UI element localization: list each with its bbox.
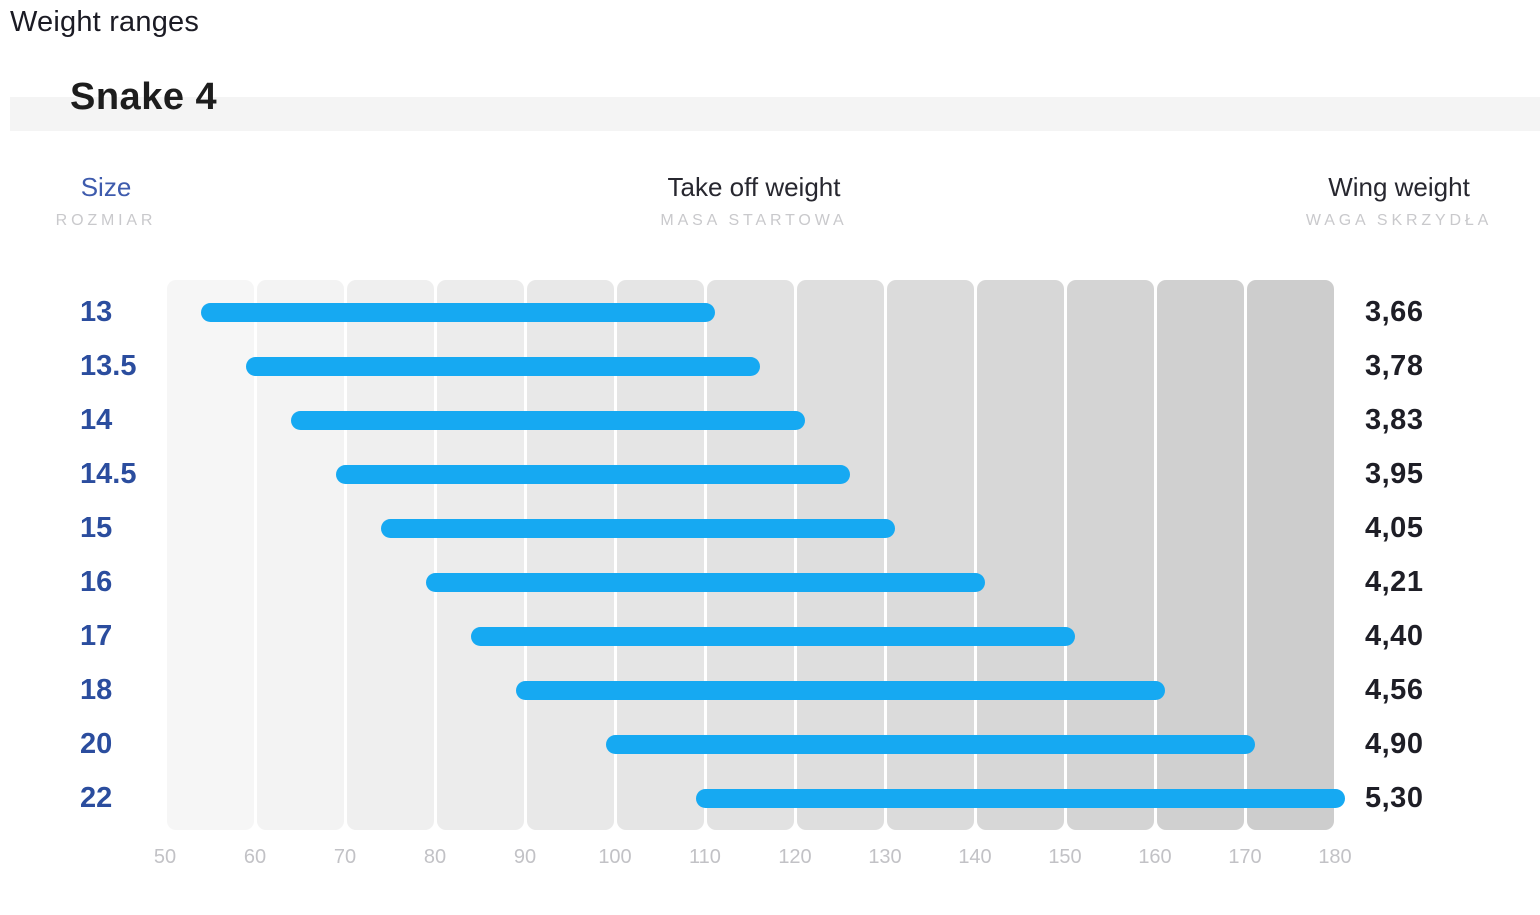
wing-column-label: Wing weight bbox=[1328, 172, 1470, 202]
axis-tick-label: 70 bbox=[333, 846, 357, 868]
size-label: 13.5 bbox=[80, 350, 137, 382]
size-label: 17 bbox=[80, 620, 113, 652]
grid-band bbox=[166, 280, 254, 830]
wing-weight-value: 3,66 bbox=[1365, 296, 1424, 328]
range-bar bbox=[200, 302, 715, 322]
size-label: 15 bbox=[80, 512, 113, 544]
axis-tick-label: 180 bbox=[1318, 846, 1352, 868]
range-bar bbox=[290, 410, 805, 430]
range-bar bbox=[425, 572, 985, 592]
axis-tick-label: 150 bbox=[1048, 846, 1082, 868]
size-label: 18 bbox=[80, 674, 113, 706]
size-label: 20 bbox=[80, 728, 113, 760]
range-bar bbox=[335, 464, 850, 484]
product-heading-stripe bbox=[10, 97, 1540, 131]
wing-weight-value: 4,90 bbox=[1365, 728, 1424, 760]
column-header-takeoff-weight: Take off weight MASA STARTOWA bbox=[539, 172, 969, 230]
size-label: 22 bbox=[80, 782, 113, 814]
column-header-wing-weight: Wing weight WAGA SKRZYDŁA bbox=[1249, 172, 1540, 230]
size-label: 14.5 bbox=[80, 458, 137, 490]
axis-tick-label: 130 bbox=[868, 846, 902, 868]
axis-tick-label: 60 bbox=[243, 846, 267, 868]
range-bar bbox=[695, 788, 1345, 808]
axis-tick-label: 120 bbox=[778, 846, 812, 868]
takeoff-column-label: Take off weight bbox=[667, 172, 841, 202]
wing-weight-value: 3,95 bbox=[1365, 458, 1424, 490]
size-label: 16 bbox=[80, 566, 113, 598]
wing-weight-value: 5,30 bbox=[1365, 782, 1424, 814]
axis-tick-label: 100 bbox=[598, 846, 632, 868]
axis-tick-label: 90 bbox=[513, 846, 537, 868]
wing-weight-value: 4,05 bbox=[1365, 512, 1424, 544]
range-bar bbox=[245, 356, 760, 376]
size-label: 14 bbox=[80, 404, 113, 436]
range-bar bbox=[380, 518, 895, 538]
range-bar bbox=[515, 680, 1165, 700]
range-bar bbox=[470, 626, 1075, 646]
axis-tick-label: 160 bbox=[1138, 846, 1172, 868]
wing-weight-value: 3,83 bbox=[1365, 404, 1424, 436]
size-column-label: Size bbox=[80, 172, 132, 202]
axis-tick-label: 50 bbox=[153, 846, 177, 868]
wing-column-sublabel: WAGA SKRZYDŁA bbox=[1305, 212, 1493, 230]
size-column-sublabel: ROZMIAR bbox=[55, 212, 157, 230]
wing-weight-value: 4,40 bbox=[1365, 620, 1424, 652]
grid-band bbox=[1246, 280, 1334, 830]
page-title: Weight ranges bbox=[10, 6, 200, 38]
wing-weight-value: 4,21 bbox=[1365, 566, 1424, 598]
wing-weight-value: 4,56 bbox=[1365, 674, 1424, 706]
size-label: 13 bbox=[80, 296, 113, 328]
product-name: Snake 4 bbox=[70, 76, 218, 118]
axis-tick-label: 110 bbox=[689, 846, 721, 868]
axis-tick-label: 140 bbox=[958, 846, 992, 868]
axis-tick-label: 80 bbox=[423, 846, 447, 868]
range-bar bbox=[605, 734, 1255, 754]
column-header-size: Size ROZMIAR bbox=[36, 172, 176, 230]
takeoff-column-sublabel: MASA STARTOWA bbox=[660, 212, 848, 230]
wing-weight-value: 3,78 bbox=[1365, 350, 1424, 382]
axis-tick-label: 170 bbox=[1228, 846, 1262, 868]
